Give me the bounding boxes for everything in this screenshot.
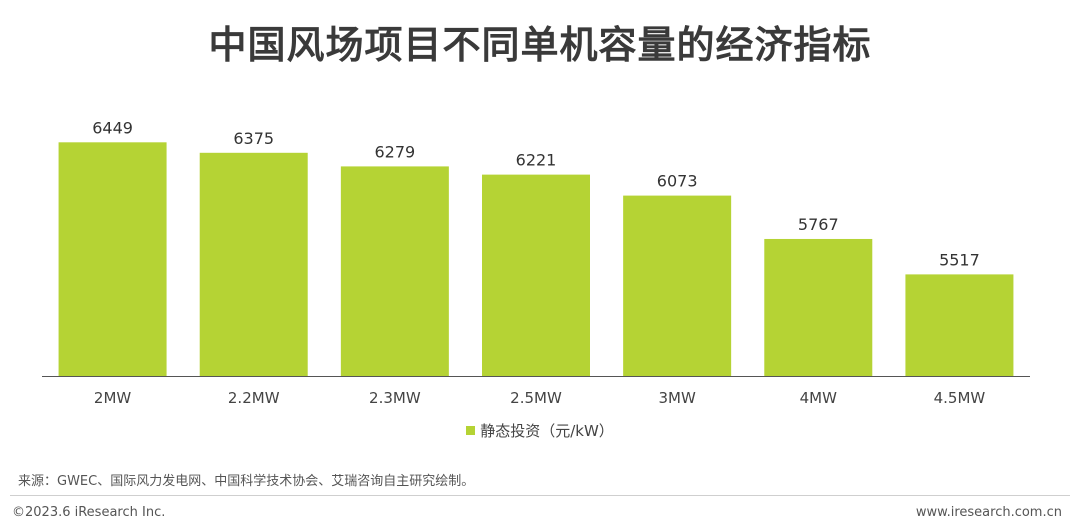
data-label: 6279	[374, 142, 415, 161]
x-tick-label: 4MW	[800, 389, 837, 407]
copyright: ©2023.6 iResearch Inc.	[12, 505, 166, 520]
x-tick-label: 2.5MW	[510, 389, 562, 407]
data-label: 6073	[657, 172, 698, 191]
data-label: 6221	[516, 151, 557, 170]
bar-4MW	[764, 238, 873, 376]
footer-divider	[10, 495, 1070, 496]
x-tick-label: 4.5MW	[934, 389, 986, 407]
bar-3MW	[623, 195, 732, 376]
legend-swatch	[466, 426, 476, 435]
x-tick-label: 2.3MW	[369, 389, 421, 407]
bar-2MW	[58, 142, 167, 376]
x-tick-label: 2MW	[94, 389, 131, 407]
data-label: 6449	[92, 118, 133, 137]
website-url: www.iresearch.com.cn	[915, 505, 1062, 520]
bar-4.5MW	[905, 274, 1014, 376]
bar-2.2MW	[199, 152, 308, 376]
x-tick-label: 3MW	[658, 389, 695, 407]
data-label: 6375	[233, 129, 274, 148]
chart-title: 中国风场项目不同单机容量的经济指标	[208, 23, 872, 67]
bar-chart: 6449 2MW 6375 2.2MW 6279 2.3MW 6221 2.5MW 6073 3M…	[42, 118, 1030, 407]
bar-2.3MW	[340, 166, 449, 376]
bar-2.5MW	[482, 174, 590, 376]
legend-label: 静态投资（元/kW）	[480, 422, 614, 440]
data-label: 5517	[939, 250, 980, 269]
source-note: 来源：GWEC、国际风力发电网、中国科学技术协会、艾瑞咨询自主研究绘制。	[18, 474, 475, 489]
legend: 静态投资（元/kW）	[0, 420, 1080, 441]
data-label: 5767	[798, 215, 839, 234]
x-tick-label: 2.2MW	[228, 389, 280, 407]
